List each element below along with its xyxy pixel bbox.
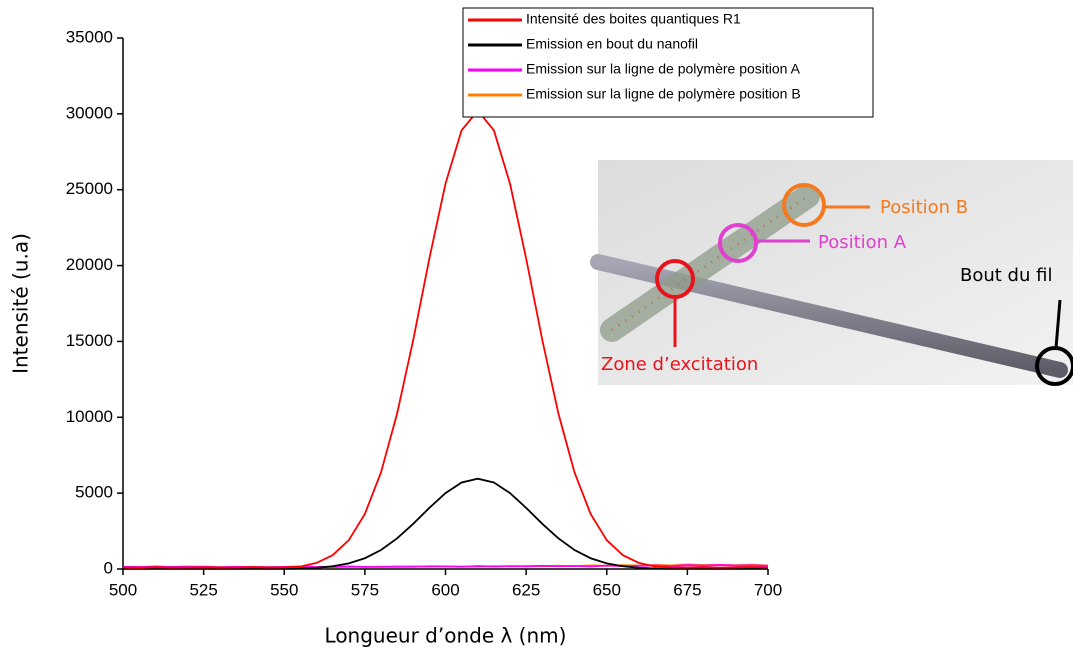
x-tick-label: 500 xyxy=(109,580,137,599)
legend-label: Emission sur la ligne de polymère positi… xyxy=(526,61,801,77)
x-tick-label: 625 xyxy=(512,580,540,599)
annotation: Bout du fil xyxy=(960,265,1052,286)
y-tick-label: 25000 xyxy=(66,179,113,198)
annotation: Position B xyxy=(880,197,968,218)
legend-box xyxy=(462,7,874,118)
legend-label: Emission en bout du nanofil xyxy=(526,36,698,52)
y-tick-label: 20000 xyxy=(66,255,113,274)
y-tick-label: 15000 xyxy=(66,331,113,350)
y-tick-label: 5000 xyxy=(75,483,113,502)
annotation: Zone d’excitation xyxy=(601,354,758,375)
x-tick-label: 675 xyxy=(673,580,701,599)
y-tick-label: 35000 xyxy=(66,27,113,46)
x-tick-label: 650 xyxy=(593,580,621,599)
x-tick-label: 550 xyxy=(270,580,298,599)
x-tick-label: 575 xyxy=(351,580,379,599)
series-line xyxy=(123,477,768,570)
y-tick-label: 10000 xyxy=(66,407,113,426)
annotation: Position A xyxy=(818,232,907,253)
series-line xyxy=(122,109,769,569)
inset-image xyxy=(590,160,1073,386)
x-tick-label: 600 xyxy=(431,580,459,599)
legend-label: Emission sur la ligne de polymère positi… xyxy=(526,86,801,102)
x-tick-label: 700 xyxy=(754,580,782,599)
legend-label: Intensité des boites quantiques R1 xyxy=(526,11,741,27)
x-tick-label: 525 xyxy=(189,580,217,599)
y-tick-label: 30000 xyxy=(66,103,113,122)
y-axis-title: Intensité (u.a) xyxy=(9,233,33,374)
y-tick-label: 0 xyxy=(104,558,113,577)
x-axis-title: Longueur d’onde λ (nm) xyxy=(325,624,567,648)
